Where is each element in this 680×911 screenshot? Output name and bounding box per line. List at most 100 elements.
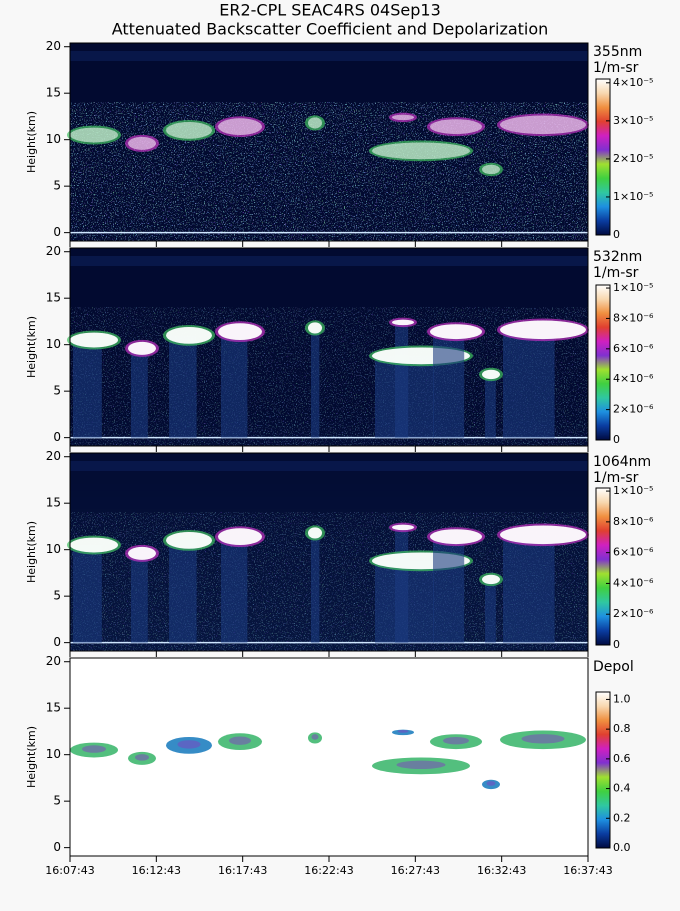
y-tick-label: 15 xyxy=(46,291,61,305)
cloud-core xyxy=(396,760,446,770)
y-tick-label: 15 xyxy=(46,496,61,510)
panel: 0 5 10 15 20 Height(km) 0 2×10⁻⁶ 4×10⁻⁶ 6×10⁻⁶ 8×1… xyxy=(25,244,654,452)
shadow xyxy=(375,560,434,643)
cloud xyxy=(218,118,262,136)
cloud xyxy=(70,537,118,553)
plot-area xyxy=(70,658,588,856)
cloud-core xyxy=(486,781,496,786)
cloud-core xyxy=(82,745,106,753)
y-tick-label: 15 xyxy=(46,86,61,100)
cloud-core xyxy=(397,729,409,733)
panel: 0 5 10 15 20 Height(km) 0.0 0.2 0.4 0.6 0.8 1.0 Depo… xyxy=(25,654,634,877)
colorbar-tick-label: 4×10⁻⁵ xyxy=(613,76,653,89)
x-tick-label: 16:12:43 xyxy=(132,864,181,877)
cloud xyxy=(430,529,482,545)
x-tick-label: 16:37:43 xyxy=(563,864,612,877)
x-tick-label: 16:27:43 xyxy=(391,864,440,877)
y-tick-label: 20 xyxy=(46,654,61,668)
shadow xyxy=(73,545,102,643)
colorbar-tick-label: 2×10⁻⁵ xyxy=(613,152,653,165)
cloud xyxy=(500,320,586,340)
colorbar-tick-label: 2×10⁻⁶ xyxy=(613,403,654,416)
y-tick-label: 20 xyxy=(46,39,61,53)
colorbar-tick-label: 1×10⁻⁵ xyxy=(613,484,653,497)
colorbar-tick-label: 0 xyxy=(613,228,620,241)
colorbar xyxy=(595,78,611,236)
shadow xyxy=(73,340,102,438)
colorbar-tick-label: 0.2 xyxy=(613,811,631,824)
x-tick-label: 16:07:43 xyxy=(45,864,94,877)
colorbar-tick-label: 1.0 xyxy=(613,692,631,705)
cloud xyxy=(166,122,212,139)
shadow xyxy=(221,536,248,643)
shadow xyxy=(131,348,148,438)
colorbar-tick-label: 0 xyxy=(613,638,620,651)
y-tick-label: 10 xyxy=(46,132,61,146)
y-tick-label: 20 xyxy=(46,449,61,463)
cloud xyxy=(218,323,262,341)
cloud xyxy=(430,119,482,135)
cloud xyxy=(218,528,262,546)
channel-label: 355nm xyxy=(593,44,642,60)
colorbar-tick-label: 0.8 xyxy=(613,722,631,735)
shadow xyxy=(169,540,197,643)
upper-band xyxy=(70,256,588,266)
channel-label: Depol xyxy=(593,659,634,675)
cloud-core xyxy=(443,736,469,745)
y-tick-label: 20 xyxy=(46,244,61,258)
cloud xyxy=(166,532,212,549)
shadow xyxy=(221,331,248,438)
cloud xyxy=(128,546,156,560)
cloud xyxy=(482,369,500,380)
colorbar-tick-label: 0.0 xyxy=(613,841,631,854)
cloud xyxy=(392,114,414,121)
shadow xyxy=(503,329,555,438)
colorbar xyxy=(595,487,611,646)
y-axis-label: Height(km) xyxy=(25,726,38,788)
cloud xyxy=(392,319,414,326)
y-tick-label: 10 xyxy=(46,542,61,556)
y-tick-label: 5 xyxy=(53,179,61,193)
cloud-core xyxy=(311,734,319,740)
shadow xyxy=(503,534,555,643)
colorbar-tick-label: 6×10⁻⁶ xyxy=(613,546,654,559)
shadow xyxy=(485,374,496,438)
cloud xyxy=(70,127,118,143)
colorbar-tick-label: 0 xyxy=(613,433,620,446)
colorbar-tick-label: 1×10⁻⁵ xyxy=(613,281,653,294)
unit-label: 1/m-sr xyxy=(593,60,639,76)
shadow xyxy=(485,579,496,643)
colorbar-tick-label: 1×10⁻⁵ xyxy=(613,190,653,203)
y-axis-label: Height(km) xyxy=(25,521,38,583)
y-tick-label: 15 xyxy=(46,701,61,715)
panel: 0 5 10 15 20 Height(km) 0 2×10⁻⁶ 4×10⁻⁶ 6×10⁻⁶ 8×1… xyxy=(25,449,654,657)
shadow xyxy=(169,335,197,438)
y-axis-label: Height(km) xyxy=(25,316,38,378)
colorbar-tick-label: 0.6 xyxy=(613,752,631,765)
subtitle: Attenuated Backscatter Coefficient and D… xyxy=(112,20,549,39)
channel-label: 1064nm xyxy=(593,454,651,470)
unit-label: 1/m-sr xyxy=(593,470,639,486)
x-tick-label: 16:22:43 xyxy=(304,864,353,877)
x-tick-label: 16:32:43 xyxy=(477,864,526,877)
shadow xyxy=(433,536,465,643)
cloud-core xyxy=(177,740,201,749)
cloud-core xyxy=(229,736,251,745)
shadow xyxy=(311,532,320,643)
cloud xyxy=(70,332,118,348)
colorbar xyxy=(595,691,611,849)
shadow xyxy=(375,355,434,438)
upper-band xyxy=(70,51,588,61)
y-tick-label: 10 xyxy=(46,337,61,351)
colorbar-tick-label: 8×10⁻⁶ xyxy=(613,311,654,324)
channel-label: 532nm xyxy=(593,249,642,265)
cloud xyxy=(500,525,586,545)
cloud xyxy=(430,324,482,340)
colorbar-tick-label: 4×10⁻⁶ xyxy=(613,576,654,589)
cloud xyxy=(308,322,322,334)
cloud xyxy=(482,164,500,175)
cloud xyxy=(500,115,586,135)
cloud-core xyxy=(521,734,565,744)
colorbar xyxy=(595,284,611,441)
